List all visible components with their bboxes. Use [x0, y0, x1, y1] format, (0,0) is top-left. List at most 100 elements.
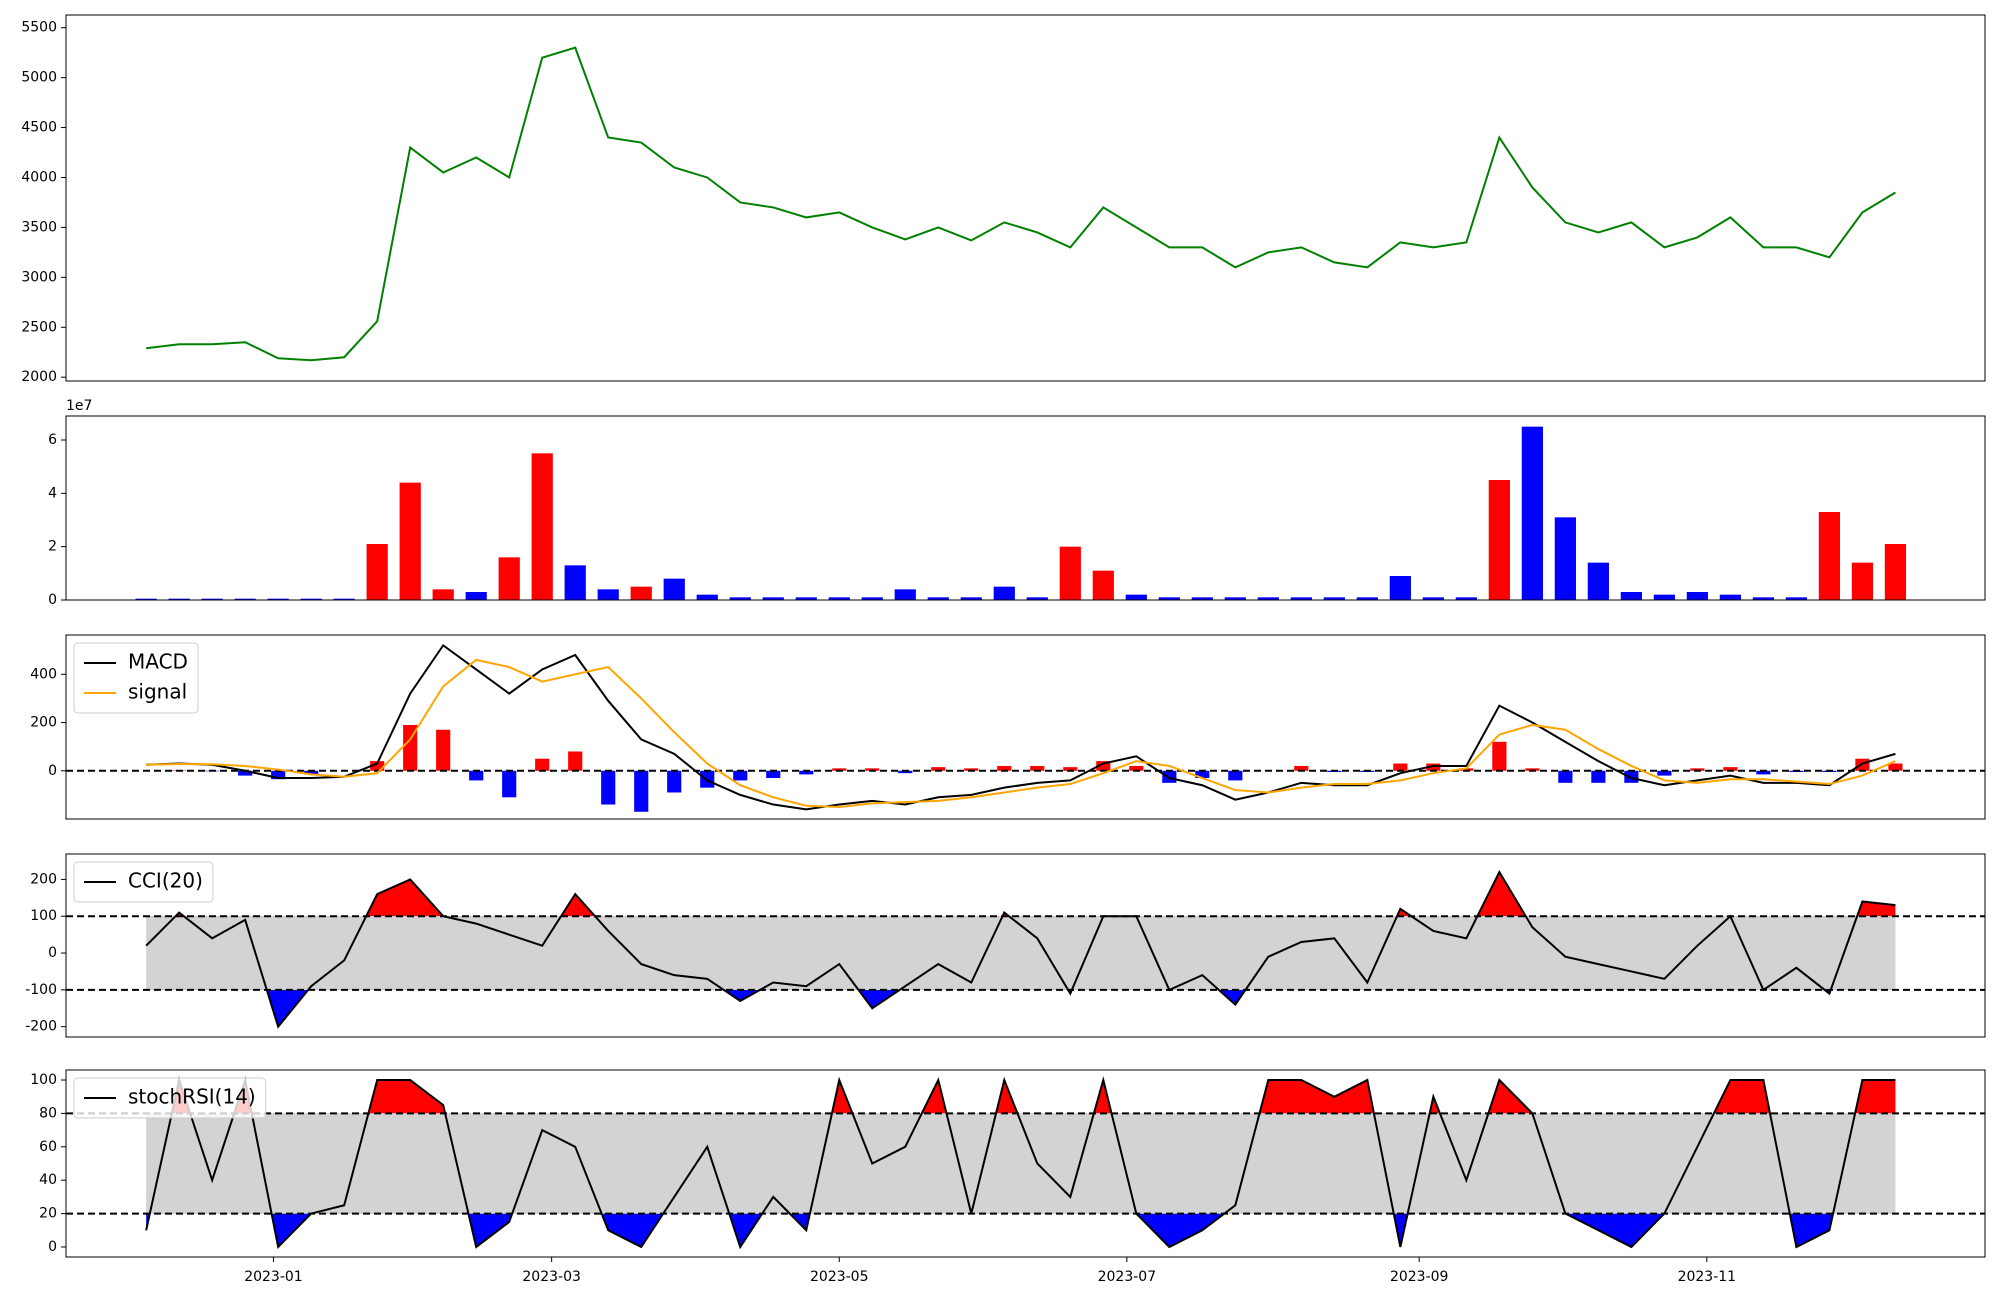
histogram-bar — [1855, 758, 1870, 771]
bar — [1818, 512, 1841, 600]
histogram-bar — [766, 770, 781, 779]
band — [146, 916, 1896, 990]
bar — [366, 544, 388, 600]
bar — [894, 589, 916, 600]
series-line — [146, 658, 1896, 808]
y-tick-label: 0 — [48, 763, 57, 779]
y-tick-label: 100 — [30, 1072, 57, 1088]
bar — [333, 598, 355, 600]
bar — [1455, 597, 1477, 600]
bar — [696, 594, 718, 600]
bar — [1719, 594, 1741, 600]
y-tick-label: 80 — [39, 1105, 57, 1121]
x-tick-label: 2023-03 — [522, 1269, 581, 1285]
bar — [1587, 562, 1609, 600]
series-line — [146, 643, 1896, 811]
bar — [465, 592, 487, 600]
histogram-bar — [1195, 770, 1210, 779]
histogram-bar — [1888, 763, 1903, 771]
bar — [1521, 426, 1543, 600]
histogram-bar — [1492, 741, 1507, 771]
bar — [861, 597, 883, 600]
bar — [1257, 597, 1279, 600]
histogram-bar — [1624, 770, 1639, 783]
y-tick-label: 0 — [48, 945, 57, 961]
histogram-bar — [1393, 763, 1408, 771]
band — [146, 1113, 1896, 1214]
y-tick-label: 2500 — [21, 319, 57, 335]
bar — [1158, 597, 1180, 600]
histogram-bar — [1591, 770, 1606, 783]
series-line — [145, 1076, 1896, 1250]
legend-label: CCI(20) — [128, 869, 203, 893]
x-tick-label: 2023-07 — [1098, 1269, 1157, 1285]
bar — [663, 578, 685, 600]
histogram-bar — [1657, 770, 1672, 776]
y-tick-label: 0 — [48, 592, 57, 608]
histogram-bar — [1459, 768, 1474, 771]
legend-label: signal — [128, 680, 187, 704]
y-tick-label: 3000 — [21, 269, 57, 285]
histogram-bar — [1558, 770, 1573, 783]
y-tick-label: -200 — [25, 1019, 57, 1035]
y-tick-label: 400 — [30, 666, 57, 682]
histogram-bar — [832, 768, 847, 771]
upper-fill — [171, 1080, 1896, 1114]
panel-frame — [65, 415, 1986, 601]
histogram-bar — [1756, 770, 1771, 775]
histogram-bar — [403, 724, 418, 771]
histogram-bar — [1129, 765, 1144, 771]
bar — [795, 597, 817, 600]
histogram-bar — [535, 758, 550, 771]
histogram-bar — [502, 770, 517, 798]
bar — [267, 598, 289, 600]
legend-label: MACD — [128, 650, 188, 674]
bar — [1356, 597, 1378, 600]
histogram-bar — [667, 770, 682, 793]
y-tick-label: 100 — [30, 908, 57, 924]
legend-label: stochRSI(14) — [128, 1085, 256, 1109]
bar — [729, 597, 751, 600]
bar — [1884, 544, 1907, 600]
histogram-bar — [601, 770, 616, 805]
bar — [531, 453, 553, 600]
upper-fill — [146, 872, 1896, 917]
histogram-bar — [1030, 765, 1045, 771]
bar — [1191, 597, 1213, 600]
bar — [498, 557, 520, 600]
bar — [1026, 597, 1048, 600]
legend-box — [73, 1077, 267, 1119]
bar — [1554, 517, 1576, 600]
bar — [762, 597, 784, 600]
y-tick-label: 200 — [30, 715, 57, 731]
bar — [1323, 597, 1345, 600]
bar — [960, 597, 982, 600]
legend-box — [73, 861, 214, 903]
histogram-bar — [304, 770, 319, 775]
histogram-bar — [865, 768, 880, 771]
histogram-bar — [1294, 765, 1309, 771]
series-line — [145, 869, 1896, 1029]
y-tick-label: 40 — [39, 1172, 57, 1188]
y-tick-label: 3500 — [21, 219, 57, 235]
bar — [201, 598, 223, 600]
bar — [564, 565, 586, 600]
bar — [1290, 597, 1312, 600]
histogram-bar — [1690, 768, 1705, 771]
bar — [168, 598, 190, 600]
y-tick-label: 5000 — [21, 70, 57, 86]
histogram-bar — [964, 768, 979, 771]
histogram-bar — [568, 751, 583, 771]
panel-frame — [65, 634, 1986, 820]
x-tick-label: 2023-01 — [244, 1269, 303, 1285]
bar — [1620, 592, 1642, 600]
x-tick-label: 2023-11 — [1678, 1269, 1737, 1285]
axis-offset-label: 1e7 — [66, 398, 92, 414]
bar — [1092, 570, 1114, 600]
y-tick-label: 20 — [39, 1206, 57, 1222]
bar — [432, 589, 454, 600]
bar — [300, 598, 322, 600]
bar — [1422, 597, 1444, 600]
y-tick-label: 2000 — [21, 369, 57, 385]
